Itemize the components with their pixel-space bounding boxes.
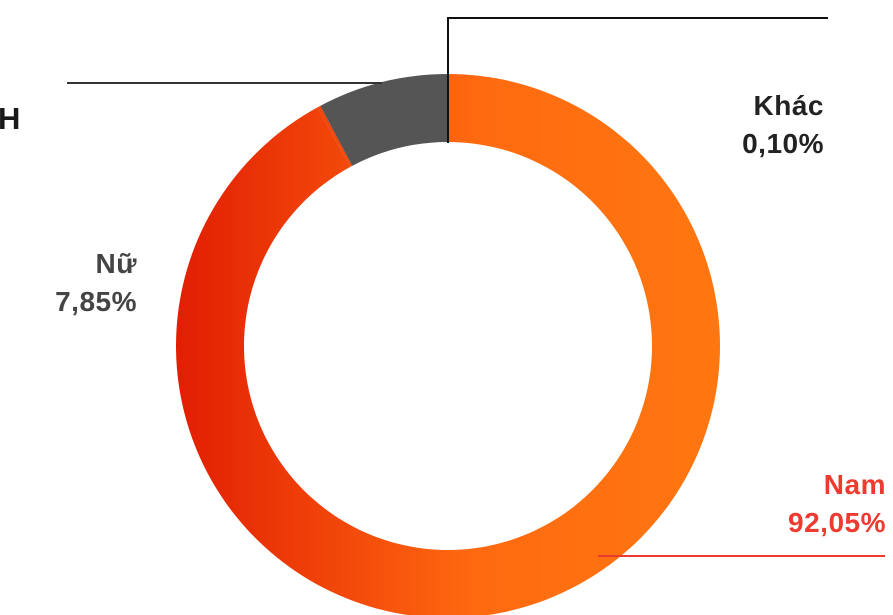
data-label-khac-value: 0,10% — [742, 128, 824, 159]
slice-nam — [176, 74, 720, 615]
truncated-title-fragment: H — [0, 101, 21, 136]
data-label-nam: Nam 92,05% — [788, 466, 886, 542]
slice-khac — [320, 74, 448, 166]
data-label-nu-value: 7,85% — [55, 286, 137, 317]
data-label-nam-value: 92,05% — [788, 507, 886, 538]
data-label-khac: Khác 0,10% — [742, 87, 824, 163]
leader-line-khac — [447, 17, 828, 143]
slice-nu — [317, 105, 353, 167]
data-label-nam-category: Nam — [823, 469, 886, 500]
data-label-nu-category: Nữ — [95, 248, 137, 279]
data-label-khac-category: Khác — [753, 90, 824, 121]
data-label-nu: Nữ 7,85% — [55, 245, 137, 321]
